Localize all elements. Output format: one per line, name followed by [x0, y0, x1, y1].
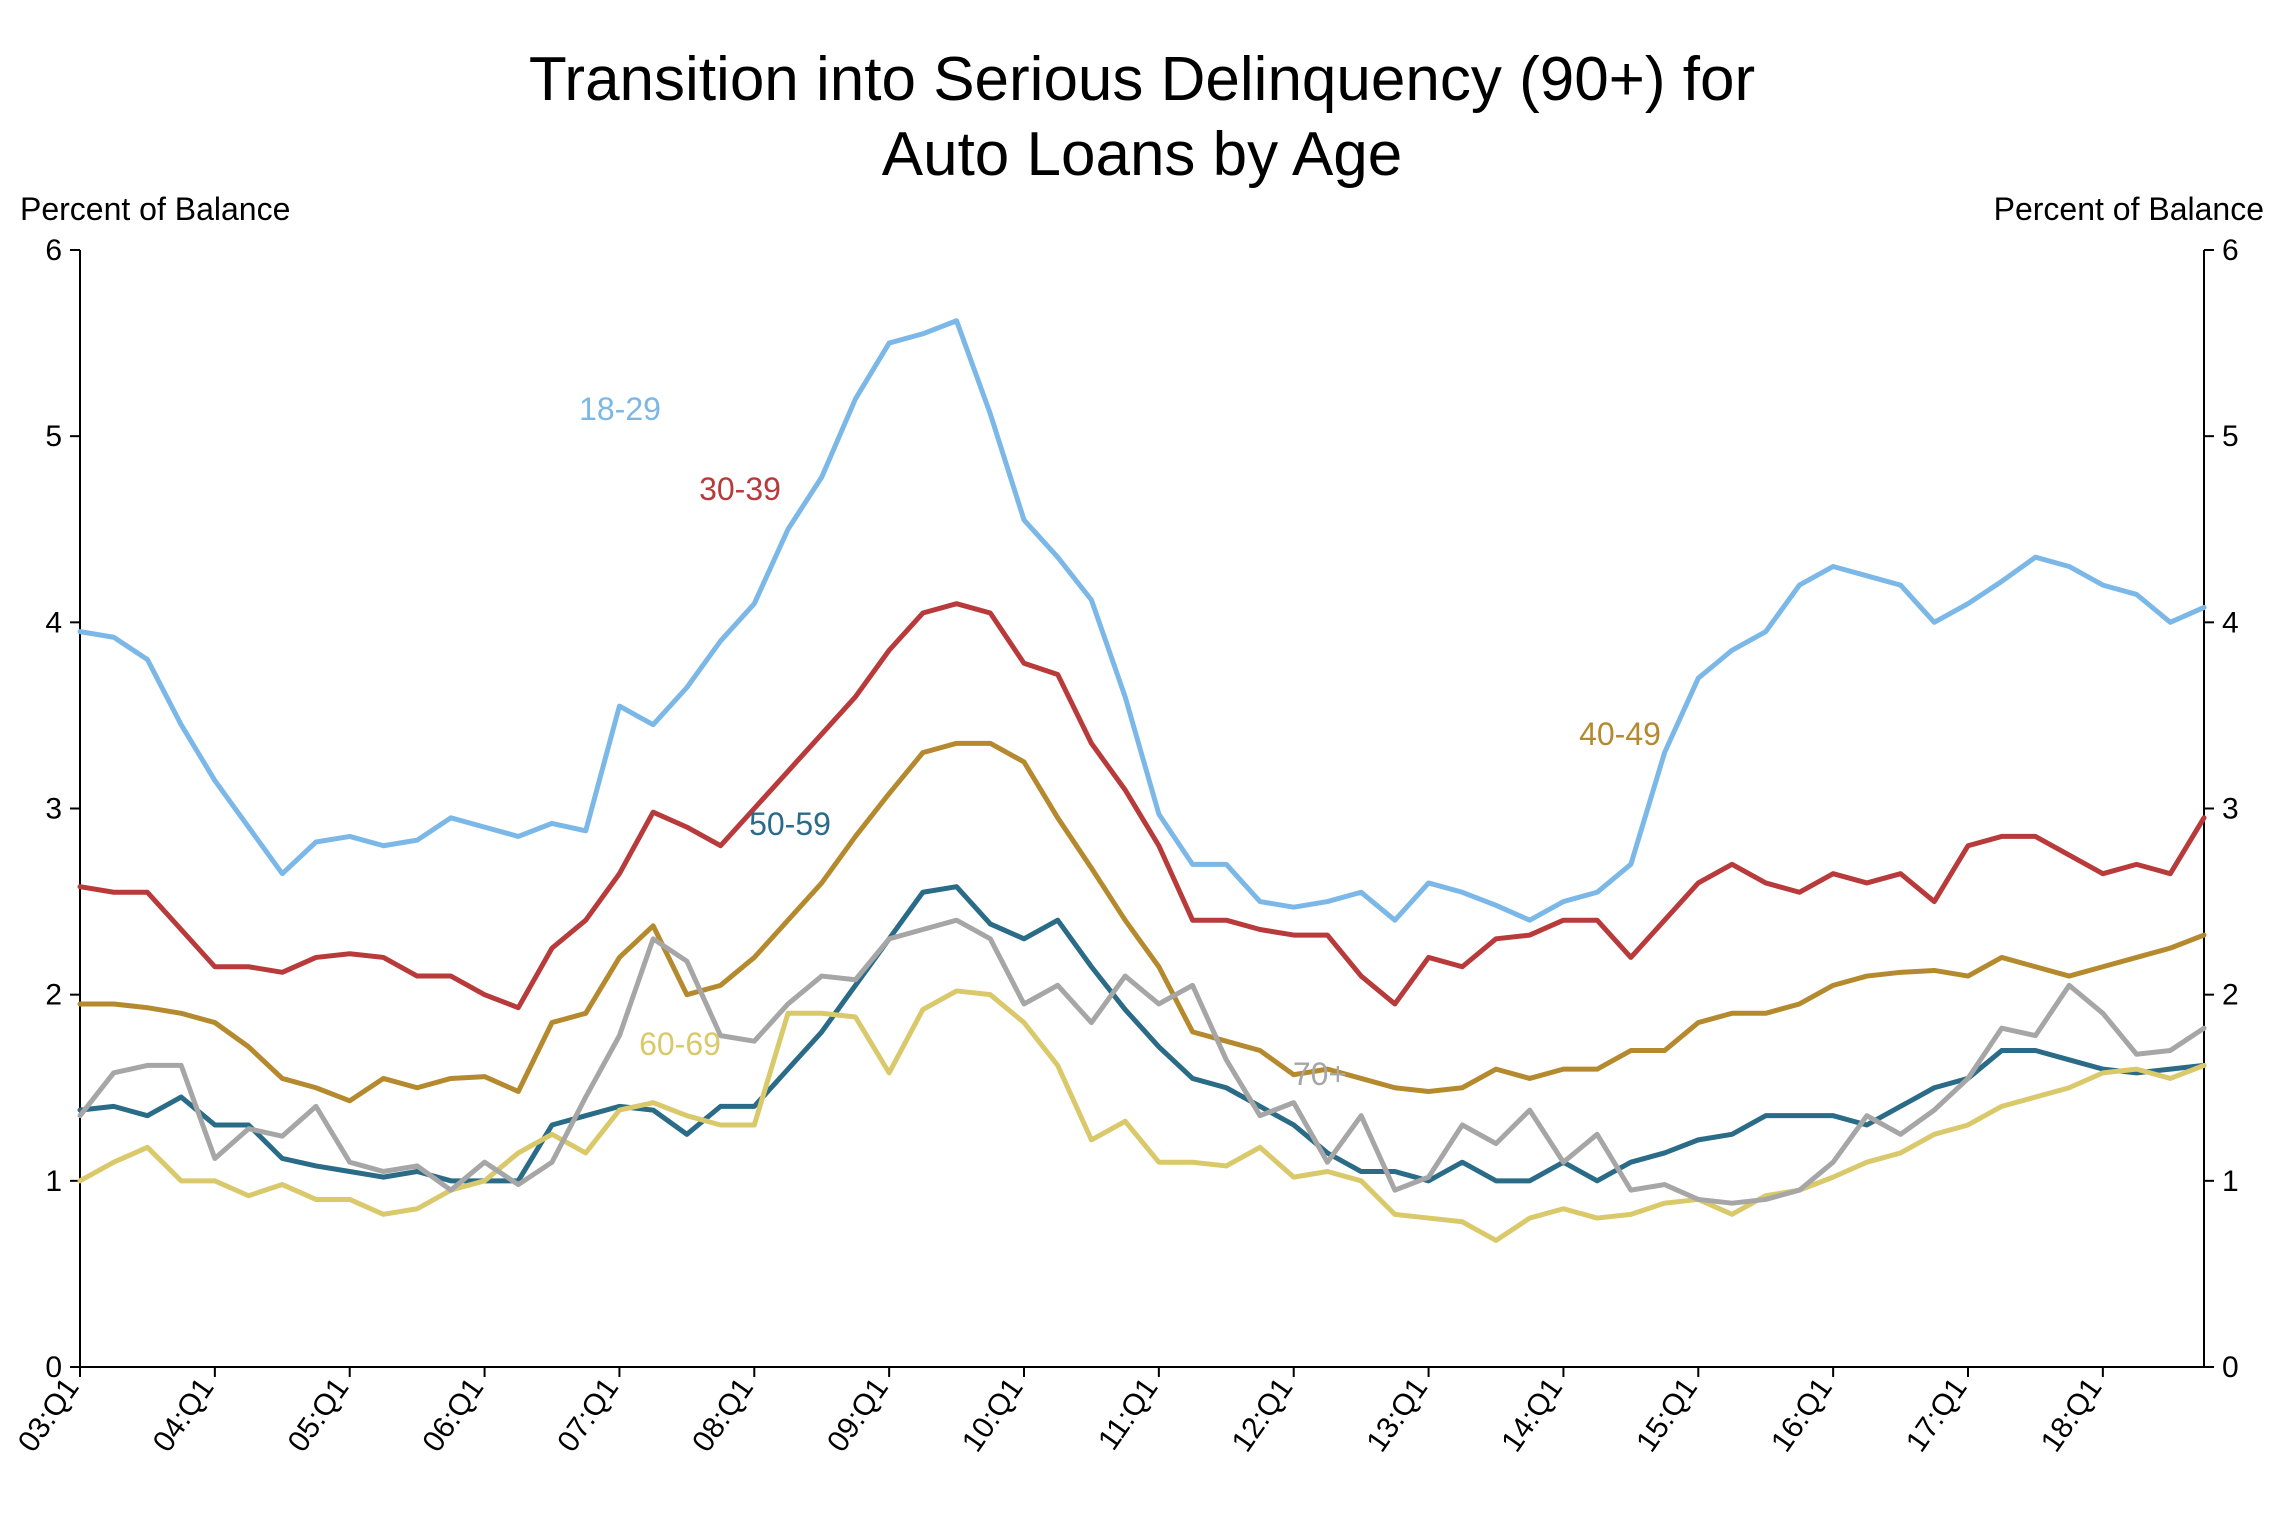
y-tick-label-right: 3: [2222, 793, 2239, 826]
chart-title-line2: Auto Loans by Age: [882, 120, 1403, 189]
chart-container: Transition into Serious Delinquency (90+…: [0, 0, 2284, 1517]
x-tick-label: 04:Q1: [147, 1372, 221, 1458]
x-tick-label: 15:Q1: [1630, 1372, 1704, 1458]
series-label-18-29: 18-29: [579, 391, 661, 427]
series-label-70+: 70+: [1293, 1056, 1347, 1092]
x-tick-label: 12:Q1: [1226, 1372, 1300, 1458]
x-tick-label: 10:Q1: [956, 1372, 1030, 1458]
x-tick-label: 09:Q1: [821, 1372, 895, 1458]
x-tick-label: 14:Q1: [1495, 1372, 1569, 1458]
y-tick-label-left: 6: [45, 234, 62, 267]
y-tick-label-right: 2: [2222, 979, 2239, 1012]
series-label-40-49: 40-49: [1579, 716, 1661, 752]
series-line-18-29: [80, 321, 2204, 920]
y-tick-label-left: 4: [45, 606, 62, 639]
y-tick-label-left: 1: [45, 1165, 62, 1198]
x-tick-label: 03:Q1: [12, 1372, 86, 1458]
y-axis-label-right: Percent of Balance: [1994, 191, 2264, 227]
y-tick-label-right: 5: [2222, 420, 2239, 453]
x-tick-label: 08:Q1: [686, 1372, 760, 1458]
series-label-50-59: 50-59: [749, 806, 831, 842]
x-tick-label: 07:Q1: [551, 1372, 625, 1458]
y-tick-label-left: 5: [45, 420, 62, 453]
chart-title-line1: Transition into Serious Delinquency (90+…: [529, 45, 1755, 114]
x-tick-label: 17:Q1: [1900, 1372, 1974, 1458]
series-label-60-69: 60-69: [639, 1026, 721, 1062]
y-tick-label-right: 6: [2222, 234, 2239, 267]
series-label-30-39: 30-39: [699, 471, 781, 507]
y-tick-label-right: 1: [2222, 1165, 2239, 1198]
y-axis-label-left: Percent of Balance: [20, 191, 290, 227]
y-tick-label-left: 2: [45, 979, 62, 1012]
x-tick-label: 16:Q1: [1765, 1372, 1839, 1458]
series-line-40-49: [80, 743, 2204, 1100]
x-tick-label: 11:Q1: [1092, 1372, 1165, 1456]
y-tick-label-left: 3: [45, 793, 62, 826]
x-tick-label: 05:Q1: [282, 1372, 356, 1458]
x-tick-label: 18:Q1: [2035, 1372, 2109, 1458]
y-tick-label-right: 4: [2222, 606, 2239, 639]
y-tick-label-right: 0: [2222, 1351, 2239, 1384]
line-chart: Transition into Serious Delinquency (90+…: [0, 0, 2284, 1517]
x-tick-label: 13:Q1: [1360, 1372, 1434, 1458]
series-line-50-59: [80, 887, 2204, 1181]
x-tick-label: 06:Q1: [416, 1372, 490, 1458]
series-line-70+: [80, 920, 2204, 1203]
